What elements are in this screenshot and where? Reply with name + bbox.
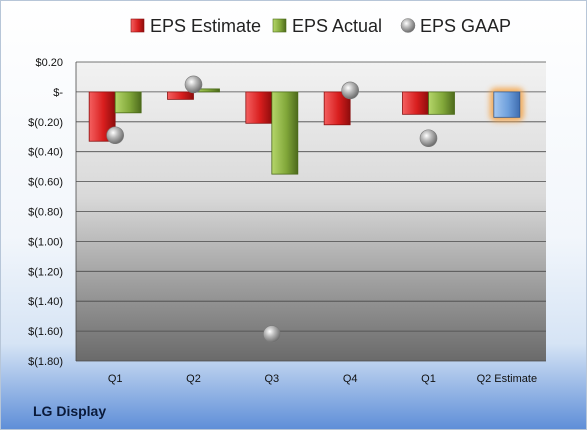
x-tick-label: Q1 [421, 373, 436, 385]
eps-estimate-bar [167, 91, 194, 100]
eps-gaap-point [184, 75, 203, 94]
y-tick-label: $(1.40) [28, 296, 63, 308]
legend-label: EPS GAAP [420, 16, 511, 36]
eps-actual-bar [114, 91, 142, 114]
x-tick-label: Q3 [264, 373, 279, 385]
eps-gaap-point [106, 126, 124, 145]
y-tick-label: $(1.80) [28, 356, 63, 368]
y-tick-label: $(0.20) [28, 117, 63, 129]
x-tick-label: Q2 Estimate [477, 373, 538, 385]
y-tick-label: $(0.60) [28, 177, 63, 189]
eps-gaap-point [419, 129, 438, 148]
eps-actual-bar [428, 91, 455, 115]
legend-swatch-estimate [130, 18, 145, 33]
y-tick-label: $(1.20) [28, 266, 63, 278]
y-tick-label: $(1.60) [28, 326, 63, 338]
eps-estimate-bar [245, 91, 273, 124]
eps-gaap-point [341, 81, 359, 100]
x-tick-label: Q4 [343, 373, 358, 385]
y-tick-label: $0.20 [35, 57, 63, 69]
y-tick-label: $(0.80) [28, 207, 63, 219]
legend-swatch-actual [272, 18, 287, 33]
y-tick-label: $- [53, 87, 63, 99]
eps-gaap-point [263, 325, 281, 343]
y-tick-label: $(0.40) [28, 147, 63, 159]
x-tick-label: Q2 [186, 373, 201, 385]
eps-actual-bar [271, 91, 299, 175]
legend-swatch-gaap [400, 18, 416, 33]
x-tick-label: Q1 [108, 373, 123, 385]
legend: EPS Estimate EPS Actual EPS GAAP [130, 16, 511, 36]
company-name: LG Display [33, 403, 107, 419]
eps-estimate-bar [402, 91, 429, 115]
y-tick-label: $(1.00) [28, 236, 63, 248]
legend-label: EPS Actual [292, 16, 382, 36]
q2-estimate-bar [493, 91, 521, 118]
legend-label: EPS Estimate [150, 16, 261, 36]
